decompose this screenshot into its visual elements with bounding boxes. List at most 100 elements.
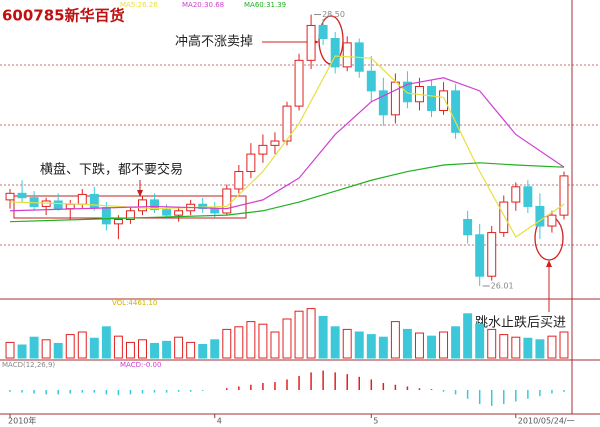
candle-body <box>210 208 220 214</box>
volume-bar <box>150 342 160 359</box>
candle-body <box>463 219 473 236</box>
candle-body <box>150 199 160 211</box>
candle-body <box>451 90 461 133</box>
candle-body <box>138 199 147 212</box>
candle-body <box>342 42 352 68</box>
volume-bar <box>294 310 304 359</box>
volume-bar <box>354 331 364 359</box>
candle-body <box>559 175 569 216</box>
volume-bar <box>246 321 256 359</box>
grid <box>0 64 600 246</box>
volume-bar <box>318 315 328 359</box>
volume-bar <box>138 339 147 359</box>
volume-bar <box>41 339 51 359</box>
candle-body <box>234 171 244 190</box>
candle-body <box>366 70 376 92</box>
arrow-head <box>546 260 552 267</box>
candle-body <box>89 193 99 209</box>
candle-body <box>547 214 557 227</box>
volume-bar <box>65 334 75 359</box>
volume-bar <box>234 326 244 359</box>
macd-value: MACD:-0.00 <box>120 361 161 369</box>
volume-bar <box>535 339 545 359</box>
volume-bar <box>463 313 473 359</box>
volume-bar <box>162 340 172 359</box>
candle-body <box>270 140 280 146</box>
candle-body <box>330 38 340 68</box>
candle-body <box>439 90 449 111</box>
candle-body <box>427 85 436 111</box>
volume-bar <box>427 335 436 359</box>
chart-title: 600785新华百货 <box>2 7 125 25</box>
legend-entry: MA60:31.39 <box>244 1 286 9</box>
volume-bar <box>547 335 557 359</box>
candle-body <box>5 192 15 201</box>
volume-bar <box>53 342 63 359</box>
volume-label: VOL:4461.10 <box>112 299 157 307</box>
candle-body <box>378 90 388 116</box>
x-tick-label: 2010年 <box>8 416 36 426</box>
volume-bar <box>306 308 316 359</box>
annotation: 横盘、下跌，都不要交易 <box>40 162 183 178</box>
volume-bar <box>342 328 352 359</box>
volume-bar <box>523 337 533 359</box>
volume-bar <box>366 334 376 359</box>
candle-body <box>162 209 172 216</box>
volume-bar <box>5 341 15 359</box>
annotation: 跳水止跌后买进 <box>475 315 566 331</box>
candle-body <box>487 232 497 277</box>
candle-body <box>198 203 208 210</box>
candle-body <box>523 186 533 207</box>
ma-line <box>10 162 565 223</box>
volume-bar <box>487 328 497 359</box>
macd-label: MACD(12,26,9) <box>2 361 55 369</box>
candle-body <box>53 200 63 210</box>
candle-body <box>125 210 135 221</box>
volume-bar <box>475 323 485 359</box>
candle-body <box>306 24 316 61</box>
candle-body <box>511 186 521 203</box>
candle-body <box>101 207 111 225</box>
volume-bar <box>210 339 220 359</box>
volume-bar <box>270 331 280 359</box>
candle-body <box>17 192 27 199</box>
volume-bar <box>378 336 388 359</box>
candle-body <box>282 105 292 142</box>
candle-body <box>65 203 75 210</box>
candle-body <box>499 201 509 234</box>
candle-body <box>318 24 328 40</box>
volume-bar <box>258 323 268 359</box>
candle-body <box>113 219 123 225</box>
volume-bar <box>174 336 184 359</box>
candle-body <box>294 59 304 107</box>
candle-body <box>475 234 485 277</box>
volume-bar <box>451 326 461 359</box>
candle-body <box>246 153 256 173</box>
candle-body <box>29 197 39 207</box>
x-tick-label: 4 <box>217 417 222 426</box>
volume-bar <box>559 331 569 359</box>
volume-bar <box>17 344 27 359</box>
volume-bar <box>390 321 400 359</box>
volume-bar <box>186 341 196 359</box>
ma-line <box>10 77 565 212</box>
annotation: 冲高不涨卖掉 <box>175 34 253 50</box>
ma-line <box>10 55 565 238</box>
candle-body <box>390 81 400 116</box>
candle-body <box>402 81 412 103</box>
volume-bar <box>499 334 509 359</box>
volume-bar <box>29 336 39 359</box>
volume-bar <box>101 326 111 359</box>
volume-bar <box>402 328 412 359</box>
price-label: 28.50 <box>322 10 345 19</box>
volume-bar <box>414 332 424 359</box>
volume-bar <box>125 341 135 359</box>
arrow-head <box>137 190 143 197</box>
legend-entry: MA20:30.68 <box>182 1 224 9</box>
candle-body <box>258 144 268 155</box>
volume-bar <box>439 331 449 359</box>
x-tick-label: 2010/05/24/一 <box>518 417 575 426</box>
candle-body <box>222 188 232 214</box>
volume-bar <box>77 331 87 359</box>
legend-entry: MA5:26.26 <box>120 1 158 9</box>
